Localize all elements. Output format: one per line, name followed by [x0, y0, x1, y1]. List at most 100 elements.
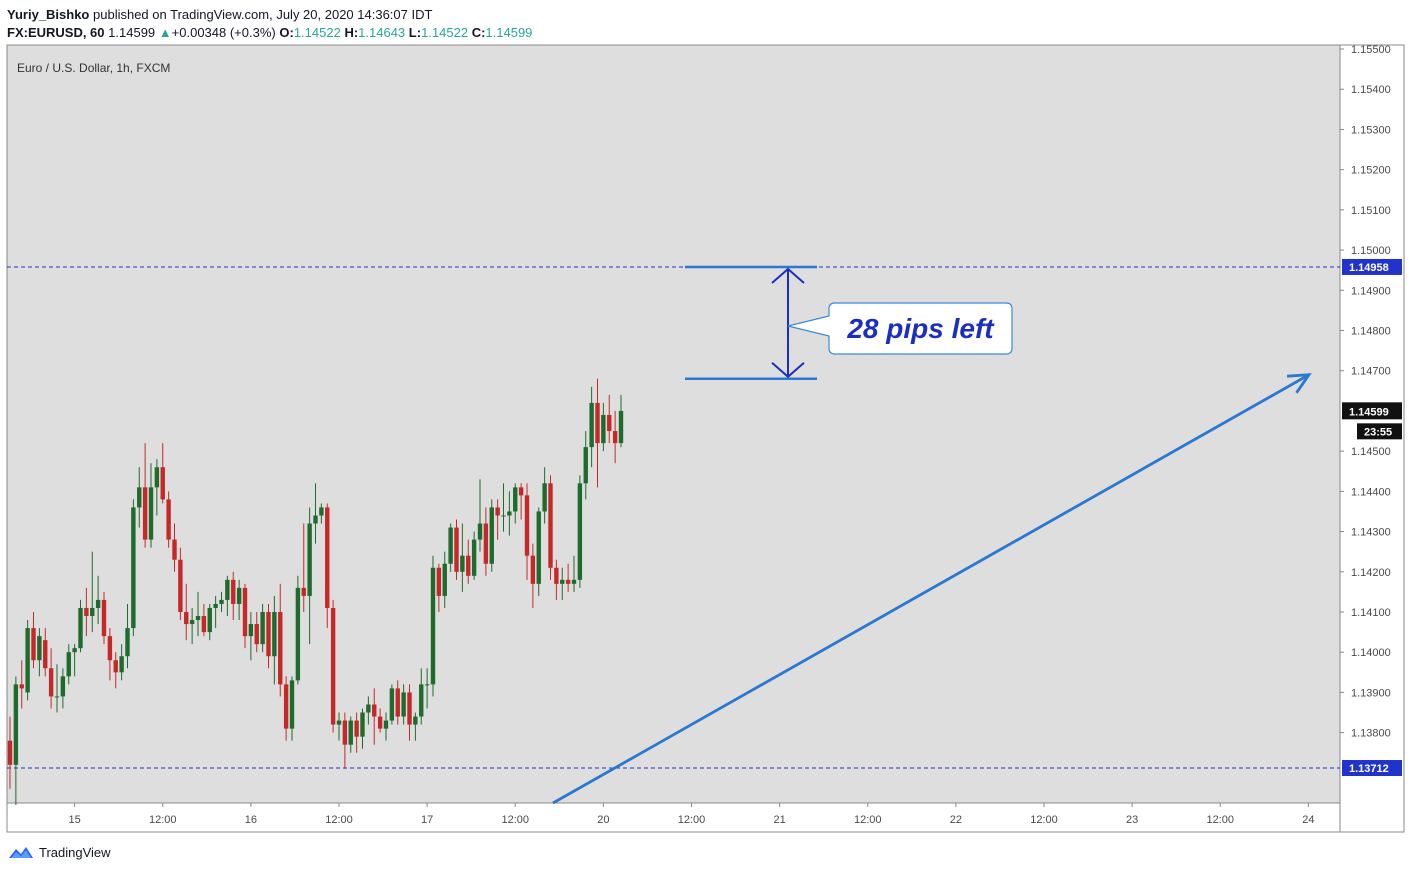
candle[interactable] [612, 410, 618, 464]
candle[interactable] [336, 712, 342, 741]
plot-area[interactable] [6, 44, 1341, 804]
pips-annotation[interactable]: 28 pips left [685, 265, 1013, 381]
candle[interactable] [424, 668, 430, 709]
candle[interactable] [201, 603, 207, 637]
candle[interactable] [272, 595, 277, 685]
candle[interactable] [236, 579, 242, 621]
candle[interactable] [589, 386, 594, 468]
candle[interactable] [383, 712, 389, 741]
candle[interactable] [454, 519, 459, 580]
candle[interactable] [254, 611, 259, 653]
candle[interactable] [101, 591, 107, 645]
candle[interactable] [583, 431, 588, 500]
candle[interactable] [78, 599, 83, 653]
trend-line[interactable] [552, 373, 1310, 805]
candle[interactable] [260, 603, 265, 653]
candle[interactable] [577, 475, 583, 588]
candle[interactable] [489, 499, 494, 572]
candle[interactable] [313, 483, 318, 544]
candle[interactable] [242, 583, 248, 649]
candle[interactable] [548, 475, 553, 580]
candle[interactable] [483, 507, 489, 576]
candle[interactable] [436, 563, 442, 612]
candle[interactable] [54, 664, 60, 713]
candle[interactable] [60, 668, 66, 709]
candle[interactable] [37, 628, 42, 677]
candle[interactable] [524, 483, 530, 580]
candle[interactable] [325, 503, 330, 629]
candle[interactable] [530, 543, 536, 608]
candle[interactable] [466, 539, 471, 584]
candle[interactable] [172, 523, 177, 572]
candle[interactable] [148, 463, 154, 548]
time-axis[interactable] [6, 802, 1341, 833]
candle[interactable] [430, 555, 436, 697]
candle[interactable] [7, 716, 13, 789]
candle[interactable] [618, 394, 624, 448]
candle[interactable] [278, 583, 283, 697]
candle[interactable] [366, 696, 371, 725]
publisher-name[interactable]: Yuriy_Bishko [7, 7, 90, 22]
candle[interactable] [31, 611, 36, 669]
candle[interactable] [137, 467, 142, 528]
candle[interactable] [319, 503, 324, 524]
candle[interactable] [231, 571, 236, 621]
candle[interactable] [395, 680, 400, 725]
candle[interactable] [501, 483, 506, 532]
brand-label[interactable]: TradingView [39, 844, 111, 860]
candle[interactable] [419, 668, 424, 725]
candle[interactable] [207, 603, 212, 641]
candle[interactable] [142, 443, 148, 548]
callout-bubble[interactable] [787, 302, 1013, 355]
candle[interactable] [107, 628, 113, 681]
candle[interactable] [154, 459, 160, 516]
candle[interactable] [48, 648, 54, 709]
candle[interactable] [195, 591, 201, 637]
candle[interactable] [518, 483, 524, 520]
candle[interactable] [119, 644, 124, 681]
candle[interactable] [125, 603, 130, 669]
candle[interactable] [283, 676, 289, 741]
candle[interactable] [477, 479, 483, 552]
trend-arrow[interactable] [552, 373, 1312, 805]
candle[interactable] [513, 483, 518, 524]
candle[interactable] [571, 555, 577, 592]
candle[interactable] [389, 684, 395, 725]
candle[interactable] [213, 595, 218, 629]
candle[interactable] [401, 684, 406, 725]
candle[interactable] [166, 491, 171, 548]
candle[interactable] [372, 688, 377, 745]
candle[interactable] [413, 712, 418, 741]
candle[interactable] [460, 523, 465, 592]
candle[interactable] [595, 378, 600, 488]
candle[interactable] [25, 620, 30, 701]
candle[interactable] [542, 467, 547, 524]
candle[interactable] [19, 660, 24, 709]
candle[interactable] [407, 684, 412, 741]
candle[interactable] [66, 644, 71, 685]
candle[interactable] [471, 531, 477, 580]
candle[interactable] [225, 575, 230, 617]
candle[interactable] [84, 587, 89, 637]
candle[interactable] [90, 551, 95, 633]
candle[interactable] [189, 607, 195, 645]
candle[interactable] [360, 708, 365, 749]
candle[interactable] [536, 507, 541, 596]
candle[interactable] [442, 551, 447, 608]
candle[interactable] [266, 603, 271, 669]
candle[interactable] [131, 499, 136, 637]
candle[interactable] [178, 547, 183, 621]
candle[interactable] [301, 523, 306, 612]
candle[interactable] [13, 676, 19, 806]
candle[interactable] [95, 575, 101, 625]
candle[interactable] [330, 599, 336, 733]
candle[interactable] [248, 611, 254, 661]
candle[interactable] [607, 394, 612, 444]
candle[interactable] [377, 708, 383, 733]
candle[interactable] [601, 402, 606, 452]
candle[interactable] [348, 716, 353, 753]
candle[interactable] [565, 563, 571, 592]
candle[interactable] [354, 712, 359, 753]
candle[interactable] [307, 507, 312, 645]
